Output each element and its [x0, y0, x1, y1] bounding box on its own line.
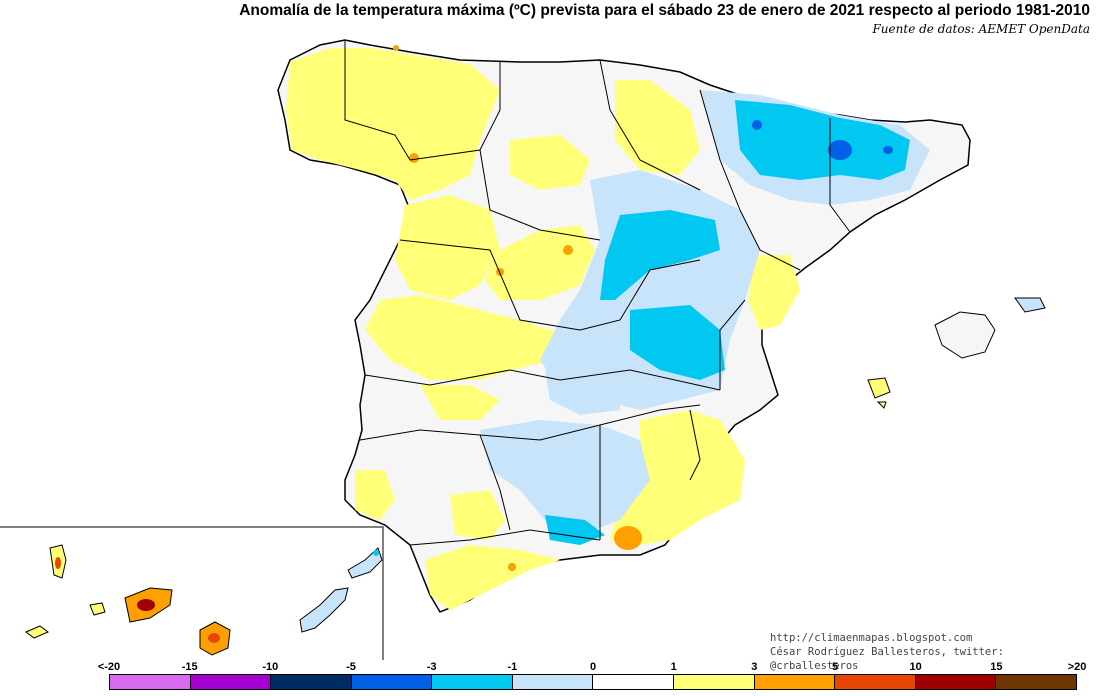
anomaly-zone-toledo [545, 365, 620, 415]
anomaly-zone-madrid [485, 225, 595, 300]
legend-swatch [110, 675, 191, 689]
anomaly-spot-gran-canaria [208, 633, 220, 643]
legend-label: 0 [589, 661, 597, 673]
anomaly-spot-leon [409, 153, 419, 163]
legend-label: 15 [990, 661, 1003, 673]
anomaly-spot-almeria [614, 526, 642, 550]
legend-label: -10 [262, 661, 279, 673]
legend-label: -3 [426, 661, 437, 673]
anomaly-spot-pyrenees-1 [828, 140, 852, 160]
legend-swatch [190, 675, 272, 689]
anomaly-zone-catalonia-cold [735, 100, 910, 180]
legend-label: 5 [831, 661, 839, 673]
legend-swatch [996, 675, 1076, 689]
island-el-hierro [25, 625, 49, 639]
island-menorca [1014, 297, 1046, 313]
anomaly-spot-cantabria [393, 45, 399, 51]
legend-swatch [432, 675, 513, 689]
credits-author: César Rodríguez Ballesteros, twitter: @c… [770, 646, 1004, 672]
legend-swatch [915, 675, 997, 689]
anomaly-zone-castilla-west [395, 195, 500, 300]
legend-label: -5 [346, 661, 356, 673]
anomaly-zone-andalucia-east [480, 420, 650, 535]
anomaly-spot-pyrenees-3 [883, 146, 893, 154]
legend-swatch [271, 675, 352, 689]
anomaly-spot-tenerife [137, 599, 155, 611]
anomaly-spot-la-palma [55, 557, 61, 569]
anomaly-zone-galicia-asturias [286, 48, 500, 200]
anomaly-map [0, 39, 1046, 660]
legend-swatch [351, 675, 433, 689]
anomaly-zone-extremadura [365, 295, 580, 380]
data-source: Fuente de datos: AEMET OpenData [872, 22, 1090, 36]
anomaly-zone-sevilla [450, 490, 505, 540]
canary-inset-frame [0, 526, 384, 660]
anomaly-spot-lanzarote [373, 550, 379, 556]
island-mallorca [934, 311, 996, 359]
anomaly-spot-avila [496, 268, 504, 276]
anomaly-spot-malaga [508, 563, 516, 571]
legend-label: 10 [909, 661, 922, 673]
island-fuerteventura [299, 587, 349, 633]
legend-label: <-20 [97, 661, 121, 673]
anomaly-zone-andalucia-west [355, 470, 395, 520]
island-la-gomera [89, 602, 106, 616]
legend-label: -15 [181, 661, 198, 673]
anomaly-zone-sistema-iberico [600, 210, 720, 300]
legend-label: 3 [751, 661, 758, 673]
legend-swatch [593, 675, 675, 689]
anomaly-zone-granada [545, 515, 605, 545]
region-borders [344, 40, 851, 546]
legend-swatch [674, 675, 755, 689]
legend-labels: <-20 -15 -10 -5 -3 -1 0 1 3 5 10 15 >20 [0, 661, 1098, 675]
legend-swatch [754, 675, 836, 689]
anomaly-zone-cuenca [630, 305, 725, 380]
credits-url: http://climaenmapas.blogspot.com [770, 632, 973, 644]
legend-label: -1 [507, 661, 518, 673]
anomaly-zone-huelva-cadiz [425, 545, 560, 610]
legend-swatch [512, 675, 594, 689]
anomaly-zone-murcia [610, 410, 745, 545]
map-title: Anomalía de la temperatura máxima (ºC) p… [239, 2, 1090, 19]
legend-swatch [835, 675, 916, 689]
island-formentera [876, 401, 887, 409]
credits: http://climaenmapas.blogspot.com César R… [770, 631, 1098, 673]
anomaly-spot-pyrenees-2 [752, 120, 762, 130]
anomaly-zone-burgos [510, 135, 590, 190]
color-legend [109, 674, 1077, 690]
island-lanzarote [347, 547, 383, 579]
anomaly-zone-rioja [615, 80, 700, 175]
island-ibiza [867, 377, 891, 399]
anomaly-spot-madrid [563, 245, 573, 255]
legend-label: >20 [1067, 661, 1087, 673]
anomaly-zone-la-mancha [420, 385, 500, 420]
anomaly-zone-valencia [748, 255, 800, 330]
legend-label: 1 [670, 661, 677, 673]
